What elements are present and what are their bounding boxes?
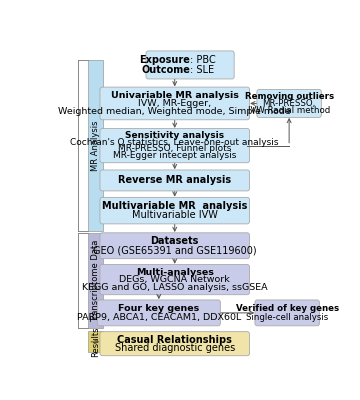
Text: Exposure: Exposure [139, 55, 190, 65]
Text: MR Analysis: MR Analysis [91, 121, 100, 171]
Text: DEGs, WGCNA Network: DEGs, WGCNA Network [120, 275, 230, 284]
Text: IVW Radial method: IVW Radial method [248, 106, 330, 115]
Text: Results: Results [91, 326, 100, 357]
Text: Transcriptome Data: Transcriptome Data [91, 239, 100, 322]
Text: Multivariable MR  analysis: Multivariable MR analysis [102, 201, 247, 211]
Text: Multi-analyses: Multi-analyses [136, 268, 214, 277]
Text: Multivariable IVW: Multivariable IVW [132, 210, 218, 220]
Text: Shared diagnostic genes: Shared diagnostic genes [114, 343, 235, 353]
Text: Weighted median, Weighted mode, Simple mode: Weighted median, Weighted mode, Simple m… [58, 107, 291, 116]
Text: Cochran's Q statistics, Leave-one-out analysis: Cochran's Q statistics, Leave-one-out an… [71, 138, 279, 147]
FancyBboxPatch shape [100, 233, 249, 259]
Text: Four key genes: Four key genes [118, 304, 199, 313]
FancyBboxPatch shape [100, 197, 249, 224]
Text: : PBC: : PBC [190, 55, 216, 65]
Text: Removing outliers: Removing outliers [244, 92, 334, 101]
Text: Verified of key genes: Verified of key genes [235, 304, 339, 313]
FancyBboxPatch shape [88, 233, 103, 328]
Text: Outcome: Outcome [141, 65, 190, 75]
Text: Reverse MR analysis: Reverse MR analysis [118, 176, 231, 186]
Text: Sensitivity analysis: Sensitivity analysis [125, 131, 224, 140]
FancyBboxPatch shape [255, 300, 319, 326]
FancyBboxPatch shape [100, 87, 249, 120]
FancyBboxPatch shape [100, 332, 249, 356]
Text: MR-PRESSO, Funnel plots: MR-PRESSO, Funnel plots [118, 144, 231, 154]
Text: Single-cell analysis: Single-cell analysis [246, 313, 328, 322]
FancyBboxPatch shape [257, 90, 321, 118]
Text: MR-Egger intecept analysis: MR-Egger intecept analysis [113, 151, 237, 160]
FancyBboxPatch shape [88, 60, 103, 231]
Text: PARP9, ABCA1, CEACAM1, DDX60L: PARP9, ABCA1, CEACAM1, DDX60L [77, 313, 241, 322]
FancyBboxPatch shape [88, 331, 103, 352]
Text: Casual Relationships: Casual Relationships [117, 335, 232, 345]
Text: KEGG and GO, LASSO analysis, ssGSEA: KEGG and GO, LASSO analysis, ssGSEA [82, 282, 267, 292]
FancyBboxPatch shape [146, 51, 234, 79]
Text: MR-PRESSO,: MR-PRESSO, [262, 99, 316, 108]
Text: Univariable MR analysis: Univariable MR analysis [111, 91, 239, 100]
Text: Outcome: SLE: Outcome: SLE [156, 65, 224, 75]
Text: Datasets: Datasets [150, 236, 199, 246]
Text: GEO (GSE65391 and GSE119600): GEO (GSE65391 and GSE119600) [93, 245, 257, 255]
FancyBboxPatch shape [100, 264, 249, 295]
Text: Exposure: PBC: Exposure: PBC [155, 55, 225, 65]
Text: IVW, MR-Egger,: IVW, MR-Egger, [138, 99, 211, 108]
FancyBboxPatch shape [100, 170, 249, 191]
FancyBboxPatch shape [100, 128, 249, 163]
FancyBboxPatch shape [97, 300, 220, 326]
Text: : SLE: : SLE [190, 65, 214, 75]
